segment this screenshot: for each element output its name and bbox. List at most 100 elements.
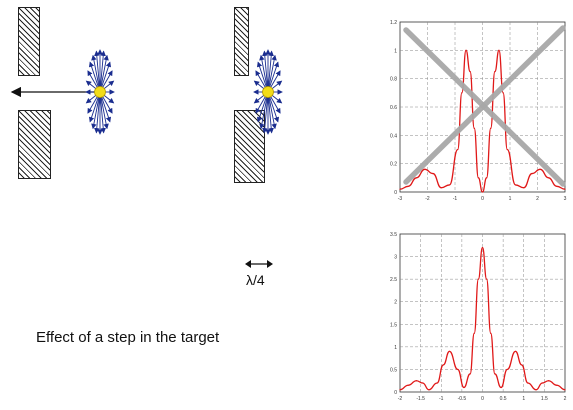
data-point (500, 386, 502, 389)
cross-stroke (403, 25, 566, 185)
x-tick-label: -0.5 (458, 396, 467, 402)
y-tick-label: 1.2 (390, 20, 397, 26)
x-tick-label: 3 (564, 196, 567, 202)
data-point (564, 188, 566, 190)
data-point (465, 49, 467, 51)
x-tick-label: -1 (439, 396, 444, 402)
step-label: λ/4 (246, 272, 265, 288)
data-point (486, 278, 488, 280)
data-point (490, 127, 492, 129)
y-tick-label: 0 (394, 390, 397, 396)
data-point (428, 389, 430, 391)
data-point (415, 177, 418, 179)
emission-ray (91, 54, 101, 93)
data-point (541, 382, 543, 384)
data-point (506, 148, 508, 151)
y-tick-label: 0.2 (390, 162, 397, 168)
data-point (415, 380, 418, 382)
y-tick-label: 3 (394, 255, 397, 261)
x-tick-label: 0 (481, 396, 484, 402)
data-point (490, 332, 492, 334)
x-tick-label: 0.5 (500, 396, 507, 402)
data-point (506, 368, 508, 371)
data-point (523, 187, 525, 189)
emission-ray (99, 91, 109, 130)
data-point (448, 350, 451, 352)
data-point (564, 389, 566, 391)
data-point (457, 148, 459, 151)
x-tick-label: 0 (481, 196, 484, 202)
emission-ray (99, 50, 106, 93)
x-tick-label: -1 (453, 196, 458, 202)
emission-ray (99, 91, 106, 134)
emission-ray (99, 54, 109, 93)
emitter-left-dot (94, 86, 106, 98)
data-point (502, 92, 504, 94)
data-point (556, 384, 558, 386)
data-point (442, 364, 444, 366)
target-top-right (234, 7, 249, 76)
data-point (399, 188, 401, 190)
emission-ray (267, 54, 277, 93)
data-point (432, 172, 434, 175)
data-point (547, 177, 550, 179)
emission-ray (91, 91, 101, 130)
data-point (440, 187, 442, 189)
chart-top: -3 -2 -1 0 1 2 3 0 0.2 0.4 0.6 0.8 1 1.2 (390, 20, 567, 202)
data-point (457, 368, 459, 371)
data-point (448, 184, 451, 186)
data-point (494, 70, 496, 73)
x-tick-label: -1.5 (416, 396, 425, 402)
data-point (547, 380, 550, 382)
emission-ray (267, 91, 277, 130)
y-tick-label: 0.4 (390, 133, 397, 139)
data-point (477, 177, 479, 179)
data-point (514, 350, 517, 352)
emission-ray (262, 50, 269, 93)
y-tick-label: 2.5 (390, 277, 397, 283)
chart-bottom: -2 -1.5 -1 -0.5 0 0.5 1 1.5 2 0 0.5 1 1.5 2 2.5 3 3.5 (390, 232, 567, 402)
data-point (527, 382, 529, 384)
data-point (461, 92, 463, 94)
data-point (469, 70, 471, 73)
data-point (399, 389, 401, 391)
x-tick-label: -2 (425, 196, 430, 202)
data-point (463, 386, 465, 389)
x-tick-label: 2 (536, 196, 539, 202)
data-point (481, 191, 484, 193)
data-point (514, 184, 517, 186)
emission-ray (94, 50, 101, 93)
data-point (407, 185, 409, 187)
emission-ray (267, 91, 274, 134)
data-point (539, 168, 541, 170)
y-tick-label: 1 (394, 48, 397, 54)
y-tick-label: 1 (394, 345, 397, 351)
y-tick-label: 1.5 (390, 322, 397, 328)
emission-ray (259, 54, 269, 93)
data-point (477, 278, 479, 280)
data-point (481, 246, 484, 249)
emission-ray (259, 91, 269, 130)
data-point (473, 332, 475, 334)
y-tick-label: 0 (394, 190, 397, 196)
aperture-bottom-left (18, 110, 51, 179)
y-tick-label: 0.5 (390, 367, 397, 373)
data-point (422, 382, 424, 384)
x-tick-label: -3 (398, 196, 403, 202)
emitter-right-dot (262, 86, 274, 98)
data-point (407, 384, 409, 386)
data-point (486, 177, 488, 179)
data-point (436, 382, 438, 384)
x-tick-label: -2 (398, 396, 403, 402)
x-tick-label: 1 (522, 396, 525, 402)
data-point (424, 168, 426, 170)
emission-ray (262, 91, 269, 134)
data-point (531, 172, 533, 175)
caption: Effect of a step in the target (36, 329, 220, 346)
emitters-layer (10, 49, 283, 135)
y-tick-label: 3.5 (390, 232, 397, 238)
data-point (473, 127, 475, 129)
data-point (494, 373, 496, 375)
y-tick-label: 0.6 (390, 105, 397, 111)
y-tick-label: 2 (394, 300, 397, 306)
